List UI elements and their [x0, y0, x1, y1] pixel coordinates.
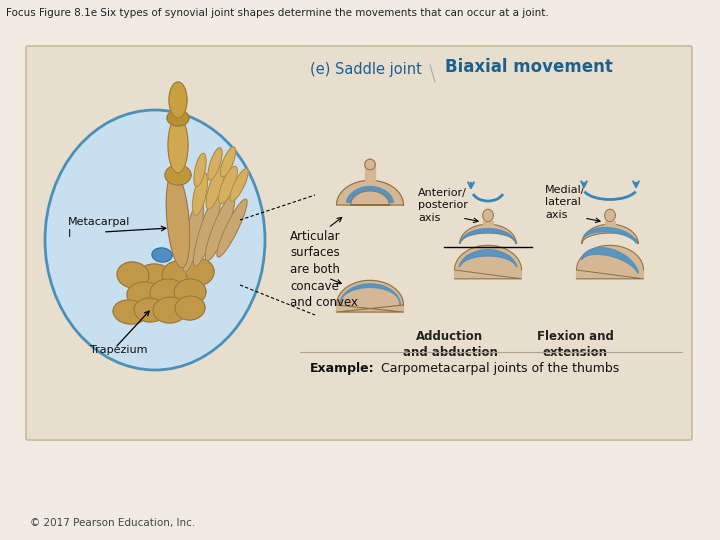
Polygon shape: [230, 168, 248, 201]
Text: Trapezium: Trapezium: [90, 345, 148, 355]
Polygon shape: [365, 159, 375, 170]
Polygon shape: [336, 180, 403, 205]
Polygon shape: [482, 221, 493, 224]
Text: Example:: Example:: [310, 362, 374, 375]
Polygon shape: [217, 199, 247, 257]
Polygon shape: [127, 282, 163, 308]
Polygon shape: [165, 165, 191, 185]
Polygon shape: [605, 210, 616, 221]
Polygon shape: [461, 228, 515, 242]
Polygon shape: [205, 195, 235, 261]
Text: Anterior/
posterior
axis: Anterior/ posterior axis: [418, 188, 468, 223]
Polygon shape: [219, 166, 238, 204]
Polygon shape: [183, 198, 204, 272]
Polygon shape: [460, 224, 516, 244]
FancyBboxPatch shape: [26, 46, 692, 440]
Polygon shape: [152, 248, 172, 262]
Polygon shape: [194, 194, 220, 266]
Polygon shape: [459, 250, 517, 267]
Text: Adduction
and abduction: Adduction and abduction: [402, 330, 498, 359]
Polygon shape: [153, 297, 187, 323]
Polygon shape: [365, 165, 375, 180]
Polygon shape: [166, 172, 190, 268]
Polygon shape: [206, 167, 224, 209]
Polygon shape: [336, 280, 403, 312]
Polygon shape: [186, 259, 214, 285]
Polygon shape: [137, 264, 173, 292]
Polygon shape: [175, 296, 205, 320]
Polygon shape: [577, 245, 644, 279]
Text: Metacarpal
I: Metacarpal I: [68, 217, 130, 239]
Polygon shape: [113, 300, 147, 324]
Polygon shape: [454, 245, 521, 279]
Polygon shape: [340, 284, 400, 305]
Polygon shape: [482, 210, 493, 221]
Polygon shape: [192, 172, 207, 215]
Polygon shape: [346, 186, 393, 202]
Polygon shape: [150, 279, 186, 307]
Polygon shape: [167, 110, 189, 126]
Ellipse shape: [45, 110, 265, 370]
Text: © 2017 Pearson Education, Inc.: © 2017 Pearson Education, Inc.: [30, 518, 195, 528]
Polygon shape: [582, 224, 638, 244]
Polygon shape: [168, 117, 188, 173]
Text: Flexion and
extension: Flexion and extension: [536, 330, 613, 359]
Polygon shape: [169, 82, 187, 118]
Text: Articular
surfaces
are both
concave
and convex: Articular surfaces are both concave and …: [290, 230, 358, 309]
Polygon shape: [584, 227, 636, 244]
Polygon shape: [174, 279, 206, 305]
Text: Carpometacarpal joints of the thumbs: Carpometacarpal joints of the thumbs: [377, 362, 619, 375]
Text: Focus Figure 8.1e Six types of synovial joint shapes determine the movements tha: Focus Figure 8.1e Six types of synovial …: [6, 8, 549, 18]
Polygon shape: [134, 298, 166, 322]
Polygon shape: [162, 261, 194, 289]
Text: Medial/
lateral
axis: Medial/ lateral axis: [545, 185, 585, 220]
Polygon shape: [194, 153, 206, 187]
Text: Biaxial movement: Biaxial movement: [445, 58, 613, 76]
Polygon shape: [208, 148, 222, 180]
Polygon shape: [582, 248, 638, 273]
Polygon shape: [220, 147, 235, 177]
Polygon shape: [117, 262, 149, 288]
Text: (e) Saddle joint: (e) Saddle joint: [310, 62, 422, 77]
Polygon shape: [605, 221, 616, 224]
